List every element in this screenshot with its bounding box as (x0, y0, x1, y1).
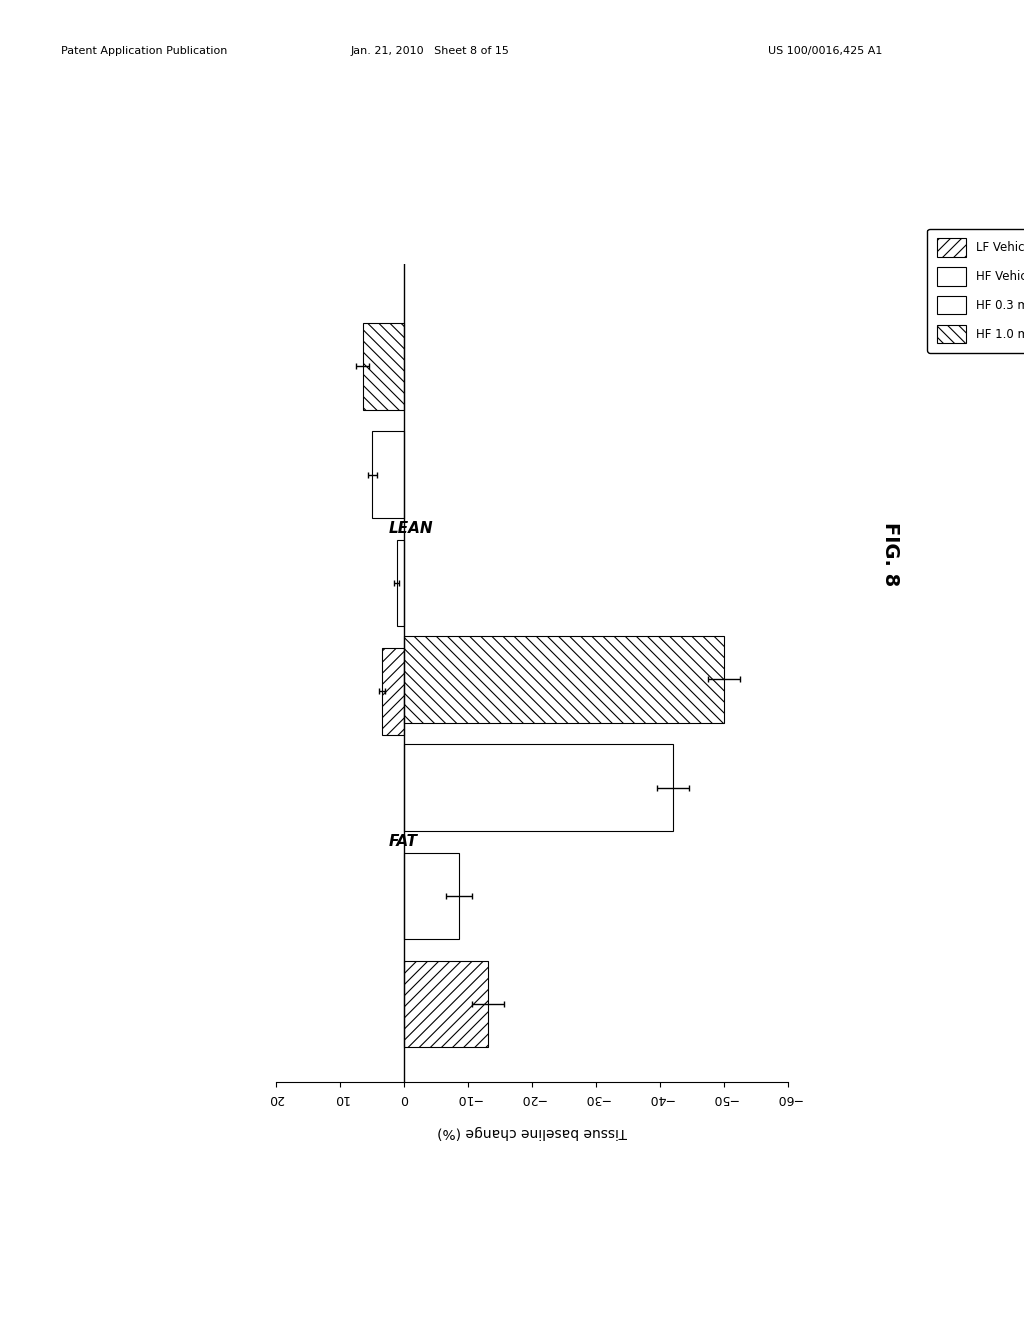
Legend: LF Vehicle, HF Vehicle, HF 0.3 mg/kg, HF 1.0 mg/kg: LF Vehicle, HF Vehicle, HF 0.3 mg/kg, HF… (928, 228, 1024, 352)
Bar (382, 648, 404, 734)
Text: FIG. 8: FIG. 8 (882, 523, 900, 586)
Text: LEAN: LEAN (388, 521, 433, 536)
Text: US 100/0016,425 A1: US 100/0016,425 A1 (768, 46, 883, 57)
Bar (404, 853, 459, 940)
Text: Jan. 21, 2010   Sheet 8 of 15: Jan. 21, 2010 Sheet 8 of 15 (350, 46, 510, 57)
Bar (404, 961, 487, 1048)
Bar (373, 432, 404, 517)
Bar (397, 540, 404, 626)
Text: Patent Application Publication: Patent Application Publication (61, 46, 227, 57)
Bar (404, 744, 674, 830)
Bar (404, 636, 725, 722)
Bar (362, 323, 404, 409)
Text: FAT: FAT (388, 834, 418, 849)
X-axis label: Tissue baseline change (%): Tissue baseline change (%) (437, 1125, 628, 1139)
